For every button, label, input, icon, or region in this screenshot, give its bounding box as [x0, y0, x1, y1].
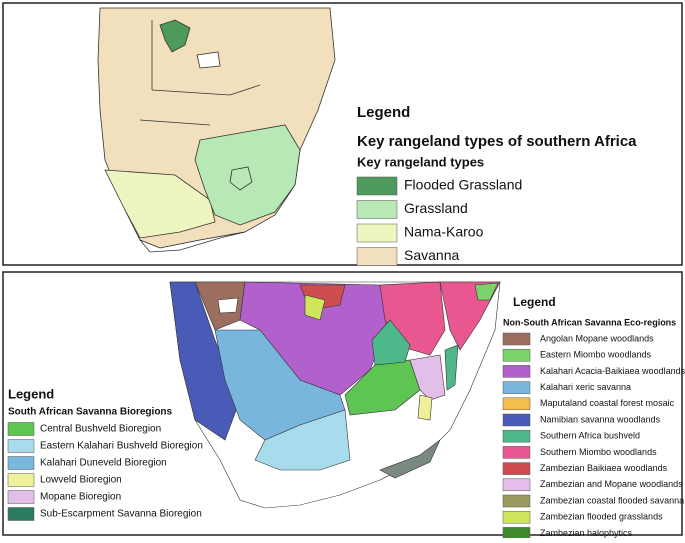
- legend-swatch: [356, 223, 398, 243]
- legend-label: Kalahari Acacia-Baikiaea woodlands: [540, 366, 685, 376]
- legend-swatch: [356, 247, 398, 266]
- legend-swatch: [502, 381, 531, 394]
- top-map: [97, 7, 336, 253]
- legend-label: Flooded Grassland: [404, 177, 522, 193]
- legend-swatch: [7, 507, 35, 521]
- legend-swatch: [502, 510, 531, 524]
- legend-title: Legend: [357, 104, 410, 121]
- legend-swatch: [7, 456, 35, 470]
- legend-title: Legend: [8, 386, 54, 401]
- legend-label: Kalahari Duneveld Bioregion: [40, 458, 167, 469]
- legend-label: Zambezian Baikiaea woodlands: [540, 463, 668, 473]
- legend-swatch: [502, 494, 531, 508]
- legend-label: Zambezian coastal flooded savanna: [540, 495, 684, 505]
- legend-label: Namibian savanna woodlands: [540, 414, 661, 424]
- legend-label: Maputaland coastal forest mosaic: [540, 398, 675, 408]
- legend-label: Angolan Mopane woodlands: [540, 333, 654, 343]
- legend-subtitle: South African Savanna Bioregions: [8, 407, 173, 418]
- legend-label: Kalahari xeric savanna: [540, 382, 631, 392]
- legend-swatch: [356, 176, 398, 196]
- legend-swatch: [7, 422, 35, 436]
- legend-label: Zambezian and Mopane woodlands: [540, 479, 683, 489]
- legend-label: Lowveld Bioregion: [40, 475, 122, 486]
- legend-label: Mopane Bioregion: [40, 492, 121, 503]
- legend-swatch: [502, 446, 531, 459]
- legend-swatch: [502, 413, 531, 427]
- legend-swatch: [502, 348, 531, 362]
- right-legend: Legend Non-South African Savanna Eco-reg…: [502, 295, 685, 540]
- legend-title: Legend: [513, 295, 556, 309]
- legend-label: Zambezian halophytics: [540, 528, 633, 538]
- legend-subtitle: Non-South African Savanna Eco-regions: [503, 317, 676, 327]
- legend-swatch: [502, 478, 531, 492]
- legend-swatch: [502, 332, 531, 346]
- legend-label: Southern Africa bushveld: [540, 431, 640, 441]
- legend-label: Eastern Miombo woodlands: [540, 350, 652, 360]
- legend-swatch: [502, 429, 531, 443]
- legend-label: Zambezian flooded grasslands: [540, 512, 663, 522]
- legend-label: Southern Miombo woodlands: [540, 447, 657, 457]
- map-title: Key rangeland types of southern Africa: [357, 133, 637, 150]
- legend-swatch: [356, 200, 398, 219]
- legend-subtitle: Key rangeland types: [357, 154, 484, 169]
- legend-label: Sub-Escarpment Savanna Bioregion: [40, 509, 202, 520]
- legend-label: Nama-Karoo: [404, 224, 484, 240]
- legend-label: Savanna: [404, 247, 459, 263]
- top-legend: Legend Key rangeland types of southern A…: [356, 104, 637, 266]
- legend-label: Eastern Kalahari Bushveld Bioregion: [40, 441, 203, 452]
- legend-swatch: [7, 490, 35, 504]
- legend-swatch: [502, 365, 531, 378]
- left-legend: Legend South African Savanna Bioregions …: [7, 386, 203, 521]
- legend-label: Central Bushveld Bioregion: [40, 424, 161, 435]
- legend-swatch: [502, 462, 531, 475]
- legend-swatch: [7, 439, 35, 453]
- legend-swatch: [502, 397, 531, 411]
- bottom-map: [169, 281, 501, 509]
- legend-swatch: [502, 527, 531, 540]
- legend-label: Grassland: [404, 200, 468, 216]
- legend-swatch: [7, 473, 35, 487]
